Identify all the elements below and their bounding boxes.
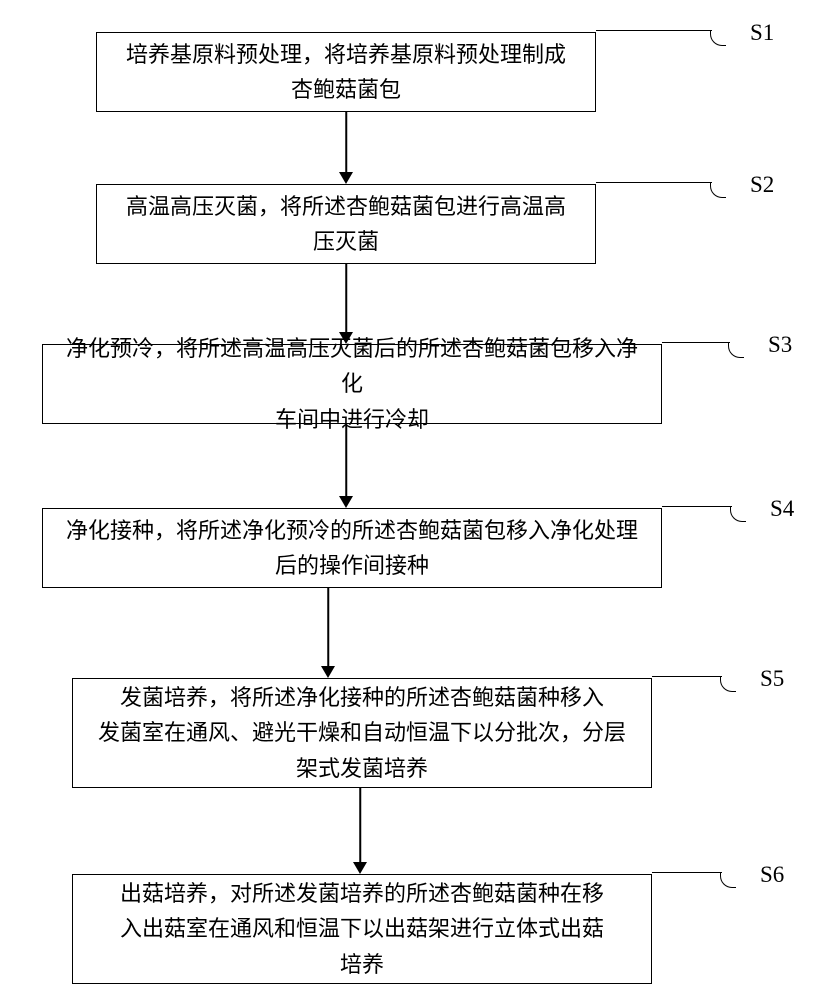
label-connector-line [652, 676, 722, 677]
arrow-line-0 [345, 112, 347, 172]
label-connector-line [662, 342, 730, 343]
step-box-s4: 净化接种，将所述净化预冷的所述杏鲍菇菌包移入净化处理后的操作间接种 [42, 508, 662, 588]
flowchart-container: 培养基原料预处理，将培养基原料预处理制成杏鲍菇菌包 S1 高温高压灭菌，将所述杏鲍菇… [0, 0, 824, 1000]
step-label-s6: S6 [760, 862, 784, 888]
step-label-s2: S2 [750, 172, 774, 198]
step-text-s5: 发菌培养，将所述净化接种的所述杏鲍菇菌种移入发菌室在通风、避光干燥和自动恒温下以… [98, 680, 626, 786]
step-box-s1: 培养基原料预处理，将培养基原料预处理制成杏鲍菇菌包 [96, 32, 596, 112]
step-label-s1: S1 [750, 20, 774, 46]
arrow-head-1 [339, 332, 353, 344]
label-hook [720, 872, 736, 888]
step-text-s6: 出菇培养，对所述发菌培养的所述杏鲍菇菌种在移入出菇室在通风和恒温下以出菇架进行立… [120, 876, 604, 982]
step-label-s4: S4 [770, 496, 794, 522]
label-connector-line [662, 506, 732, 507]
step-box-s3: 净化预冷，将所述高温高压灭菌后的所述杏鲍菇菌包移入净化车间中进行冷却 [42, 344, 662, 424]
arrow-head-3 [321, 666, 335, 678]
arrow-head-0 [339, 172, 353, 184]
step-label-s3: S3 [768, 332, 792, 358]
label-connector-line [652, 872, 722, 873]
step-label-s5: S5 [760, 666, 784, 692]
arrow-line-4 [359, 788, 361, 862]
arrow-line-2 [345, 424, 347, 496]
arrow-line-1 [345, 264, 347, 332]
label-hook [710, 182, 726, 198]
arrow-head-4 [353, 862, 367, 874]
arrow-head-2 [339, 496, 353, 508]
label-hook [720, 676, 736, 692]
step-box-s2: 高温高压灭菌，将所述杏鲍菇菌包进行高温高压灭菌 [96, 184, 596, 264]
label-connector-line [596, 30, 712, 31]
step-text-s2: 高温高压灭菌，将所述杏鲍菇菌包进行高温高压灭菌 [126, 189, 566, 259]
step-text-s3: 净化预冷，将所述高温高压灭菌后的所述杏鲍菇菌包移入净化车间中进行冷却 [61, 331, 643, 437]
step-text-s1: 培养基原料预处理，将培养基原料预处理制成杏鲍菇菌包 [126, 37, 566, 107]
label-hook [730, 506, 746, 522]
label-hook [728, 342, 744, 358]
step-text-s4: 净化接种，将所述净化预冷的所述杏鲍菇菌包移入净化处理后的操作间接种 [66, 513, 638, 583]
label-hook [710, 30, 726, 46]
arrow-line-3 [327, 588, 329, 666]
step-box-s5: 发菌培养，将所述净化接种的所述杏鲍菇菌种移入发菌室在通风、避光干燥和自动恒温下以… [72, 678, 652, 788]
step-box-s6: 出菇培养，对所述发菌培养的所述杏鲍菇菌种在移入出菇室在通风和恒温下以出菇架进行立… [72, 874, 652, 984]
label-connector-line [596, 182, 712, 183]
